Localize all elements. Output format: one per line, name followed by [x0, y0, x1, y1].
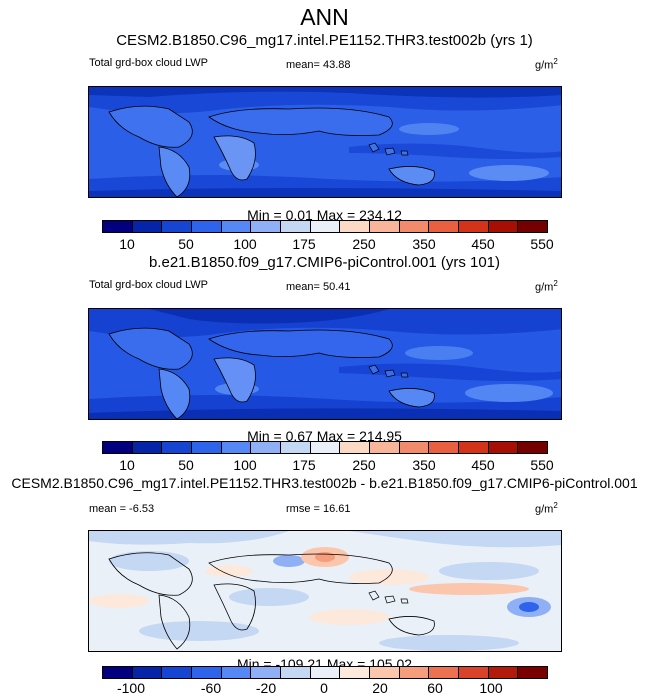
colorbar-swatch [310, 667, 341, 678]
panel-3-map [88, 530, 562, 652]
panel-2-mean: mean= 50.41 [286, 281, 351, 293]
colorbar-swatch [162, 442, 193, 453]
panel-2-minmax: Min = 0.67 Max = 214.95 [247, 428, 402, 444]
colorbar-swatch [370, 667, 400, 678]
colorbar-tick-label: 450 [471, 457, 495, 473]
colorbar-tick-label: 100 [233, 457, 257, 473]
colorbar-tick-label: 10 [119, 236, 135, 252]
panel-1-colorbar [102, 220, 548, 233]
panel-1-minmax: Min = 0.01 Max = 234.12 [247, 207, 402, 223]
colorbar-tick-label: 20 [372, 680, 388, 696]
colorbar-swatch [192, 667, 222, 678]
colorbar-swatch [221, 442, 252, 453]
colorbar-swatch [488, 667, 519, 678]
colorbar-tick-label: 175 [292, 236, 316, 252]
colorbar-tick-label: -100 [116, 680, 146, 696]
colorbar-swatch [370, 221, 400, 232]
colorbar-swatch [281, 221, 311, 232]
colorbar-swatch [251, 667, 282, 678]
colorbar-swatch [103, 667, 133, 678]
colorbar-swatch [518, 221, 548, 232]
colorbar-tick-label: 450 [471, 236, 495, 252]
colorbar-tick-label: 250 [352, 236, 376, 252]
colorbar-tick-label: 0 [320, 680, 328, 696]
panel-1-mean: mean= 43.88 [286, 59, 351, 71]
panel-3-mean: mean = -6.53 [89, 503, 155, 515]
panel-2-title: b.e21.B1850.f09_g17.CMIP6-piControl.001 … [148, 254, 501, 271]
colorbar-swatch [459, 221, 489, 232]
colorbar-tick-label: 350 [412, 236, 436, 252]
colorbar-swatch [103, 442, 133, 453]
panel-2-units: g/m2 [535, 279, 558, 294]
colorbar-tick-label: 100 [233, 236, 257, 252]
colorbar-swatch [340, 442, 371, 453]
colorbar-swatch [221, 667, 252, 678]
colorbar-swatch [251, 442, 282, 453]
colorbar-swatch [429, 442, 460, 453]
colorbar-swatch [488, 442, 519, 453]
colorbar-swatch [429, 221, 460, 232]
panel-3-title: CESM2.B1850.C96_mg17.intel.PE1152.THR3.t… [11, 475, 638, 491]
panel-1-variable-label: Total grd-box cloud LWP [89, 57, 209, 69]
colorbar-swatch [192, 221, 222, 232]
colorbar-tick-label: -20 [255, 680, 277, 696]
colorbar-tick-label: 50 [178, 457, 194, 473]
colorbar-tick-label: 50 [178, 236, 194, 252]
panel-2-variable-label: Total grd-box cloud LWP [89, 279, 209, 291]
colorbar-swatch [340, 221, 371, 232]
colorbar-swatch [162, 221, 193, 232]
colorbar-swatch [281, 442, 311, 453]
colorbar-tick-label: 550 [530, 457, 554, 473]
colorbar-swatch [459, 442, 489, 453]
colorbar-swatch [103, 221, 133, 232]
colorbar-swatch [459, 667, 489, 678]
colorbar-swatch [310, 221, 341, 232]
colorbar-tick-label: 550 [530, 236, 554, 252]
colorbar-swatch [132, 221, 163, 232]
panel-3-units: g/m2 [535, 501, 558, 516]
panel-1-units: g/m2 [535, 57, 558, 72]
figure-title: ANN [300, 4, 349, 30]
panel-1-title: CESM2.B1850.C96_mg17.intel.PE1152.THR3.t… [116, 32, 533, 49]
colorbar-swatch [221, 221, 252, 232]
colorbar-swatch [429, 667, 460, 678]
panel-3-rmse: rmse = 16.61 [286, 503, 351, 515]
colorbar-tick-label: 10 [119, 457, 135, 473]
colorbar-swatch [399, 221, 430, 232]
colorbar-swatch [251, 221, 282, 232]
panel-2-colorbar [102, 441, 548, 454]
colorbar-swatch [399, 667, 430, 678]
colorbar-swatch [488, 221, 519, 232]
colorbar-swatch [310, 442, 341, 453]
colorbar-tick-label: -60 [200, 680, 222, 696]
colorbar-tick-label: 175 [292, 457, 316, 473]
colorbar-swatch [192, 442, 222, 453]
colorbar-swatch [399, 442, 430, 453]
colorbar-swatch [518, 667, 548, 678]
colorbar-swatch [281, 667, 311, 678]
colorbar-swatch [132, 667, 163, 678]
colorbar-tick-label: 250 [352, 457, 376, 473]
colorbar-tick-label: 100 [479, 680, 503, 696]
panel-1-map [88, 86, 562, 198]
colorbar-swatch [340, 667, 371, 678]
colorbar-tick-label: 60 [427, 680, 443, 696]
colorbar-tick-label: 350 [412, 457, 436, 473]
colorbar-swatch [132, 442, 163, 453]
panel-3-colorbar [102, 666, 548, 679]
panel-2-map [88, 308, 562, 420]
colorbar-swatch [518, 442, 548, 453]
colorbar-swatch [370, 442, 400, 453]
colorbar-swatch [162, 667, 193, 678]
